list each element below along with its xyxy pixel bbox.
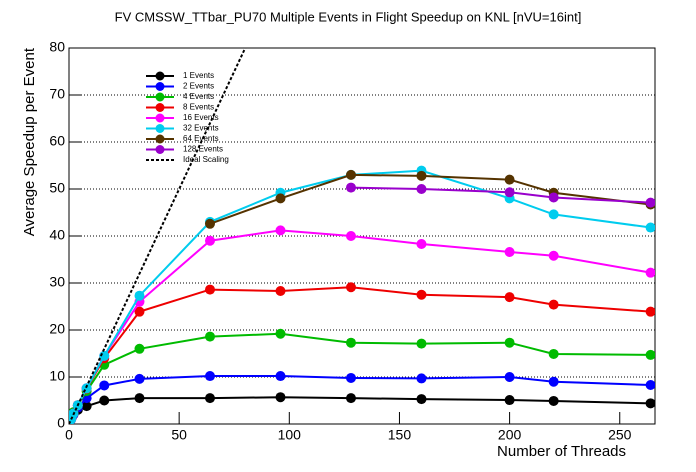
data-point	[204, 331, 215, 342]
y-tick-label: 20	[49, 321, 65, 337]
data-point	[416, 338, 427, 349]
data-point	[504, 246, 515, 257]
data-point	[645, 267, 655, 278]
data-point	[81, 401, 92, 412]
data-point	[275, 328, 286, 339]
data-point	[645, 379, 655, 390]
x-tick-label: 150	[388, 427, 412, 443]
data-point	[345, 182, 356, 193]
legend-label: 8 Events	[183, 103, 214, 112]
x-tick-label: 250	[608, 427, 632, 443]
legend-label: 4 Events	[183, 92, 214, 101]
data-point	[416, 238, 427, 249]
data-point	[204, 235, 215, 246]
data-point	[416, 394, 427, 405]
data-point	[416, 289, 427, 300]
y-tick-label: 40	[49, 227, 65, 243]
data-point	[275, 225, 286, 236]
data-point	[345, 231, 356, 241]
series-line	[70, 332, 651, 419]
y-tick-label: 0	[57, 415, 65, 431]
chart-title: FV CMSSW_TTbar_PU70 Multiple Events in F…	[115, 9, 582, 24]
data-point	[275, 371, 286, 382]
data-point	[134, 373, 145, 384]
data-point	[416, 170, 427, 181]
y-tick-label: 60	[49, 133, 65, 149]
plot-frame	[68, 47, 656, 425]
data-point	[548, 192, 559, 203]
data-point	[645, 398, 655, 409]
legend-marker	[155, 124, 165, 133]
data-point	[134, 290, 145, 301]
data-point	[345, 372, 356, 383]
y-tick-label: 30	[49, 274, 65, 290]
data-point	[275, 392, 286, 403]
series-line	[70, 229, 651, 420]
x-tick-label: 0	[65, 427, 73, 443]
series-line	[70, 396, 651, 420]
y-tick-label: 50	[49, 180, 65, 196]
legend-label: 2 Events	[183, 82, 214, 91]
data-point	[99, 380, 110, 391]
legend-marker	[155, 134, 165, 144]
legend-marker	[155, 71, 165, 81]
data-point	[204, 393, 215, 404]
legend-marker	[155, 145, 165, 154]
data-point	[345, 393, 356, 404]
legend-label: 1 Events	[183, 71, 214, 80]
x-tick-label: 50	[171, 427, 187, 443]
data-point	[645, 197, 655, 208]
data-point	[416, 373, 427, 384]
data-point	[134, 393, 145, 404]
y-tick-label: 70	[49, 86, 65, 102]
legend-label: 128 Events	[183, 145, 223, 154]
data-point	[548, 395, 559, 406]
data-point	[548, 209, 559, 220]
data-point	[645, 306, 655, 317]
legend-label: 64 Events	[183, 134, 219, 143]
data-point	[645, 349, 655, 360]
data-point	[504, 395, 515, 406]
legend-marker	[155, 92, 165, 102]
data-point	[548, 376, 559, 387]
data-point	[134, 343, 145, 354]
data-point	[504, 337, 515, 348]
data-point	[134, 306, 145, 317]
data-point	[345, 169, 356, 180]
y-tick-label: 10	[49, 368, 65, 384]
data-point	[504, 174, 515, 185]
data-point	[275, 193, 286, 204]
data-point	[99, 395, 110, 406]
data-point	[345, 282, 356, 293]
legend-marker	[155, 113, 165, 123]
data-point	[645, 222, 655, 233]
plot-area	[69, 48, 655, 424]
legend-label: Ideal Scaling	[183, 155, 229, 164]
legend-label: 16 Events	[183, 113, 219, 122]
legend-marker	[155, 82, 165, 91]
data-point	[504, 292, 515, 303]
data-point	[345, 337, 356, 348]
x-axis-label: Number of Threads	[497, 443, 626, 460]
data-point	[204, 218, 215, 229]
series-line	[69, 48, 247, 424]
data-point	[275, 285, 286, 296]
legend-marker	[155, 103, 165, 112]
data-point	[548, 250, 559, 261]
data-point	[548, 348, 559, 359]
data-point	[504, 187, 515, 198]
data-point	[504, 372, 515, 382]
data-point	[416, 184, 427, 194]
legend-label: 32 Events	[183, 124, 219, 133]
data-point	[204, 371, 215, 382]
y-tick-label: 80	[49, 39, 65, 55]
x-tick-label: 100	[278, 427, 302, 443]
x-tick-label: 200	[498, 427, 522, 443]
data-point	[204, 284, 215, 295]
data-point	[548, 299, 559, 310]
y-axis-label: Average Speedup per Event	[21, 47, 38, 236]
